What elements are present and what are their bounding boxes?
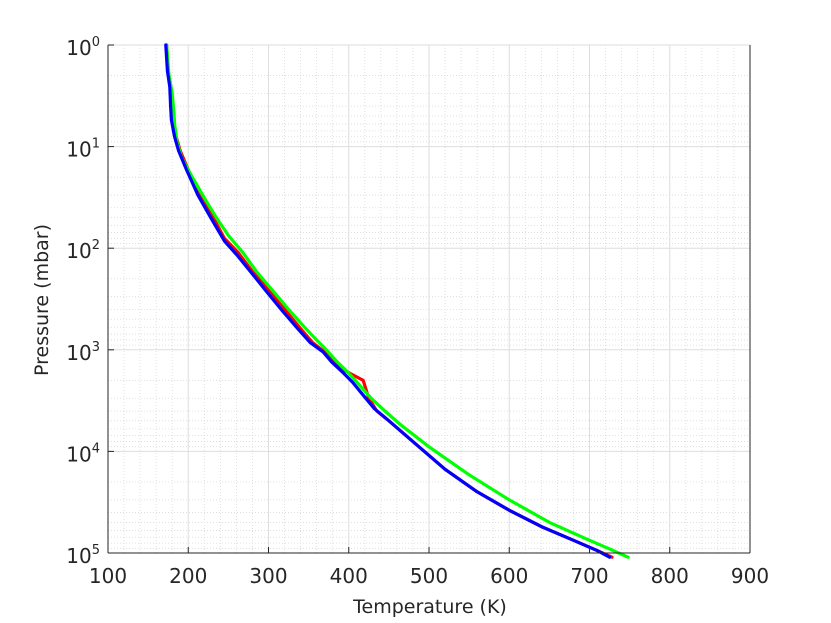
series-line-3	[164, 43, 612, 559]
y-tick-label: 101	[66, 137, 100, 162]
axes-layer	[107, 44, 751, 554]
y-tick-label: 100	[66, 35, 100, 60]
x-tick-label: 200	[169, 564, 207, 588]
x-axis-label: Temperature (K)	[352, 596, 507, 618]
x-tick-labels: 100 200 300 400 500 600 700 800 900	[89, 564, 769, 588]
x-tick-label: 400	[330, 564, 368, 588]
x-tick-label: 100	[89, 564, 127, 588]
x-tick-label: 800	[651, 564, 689, 588]
x-tick-label: 600	[490, 564, 528, 588]
x-tick-label: 300	[249, 564, 287, 588]
x-tick-label: 900	[731, 564, 769, 588]
y-tick-labels: 100 101 102 103 104 105	[66, 35, 100, 568]
y-tick-label: 105	[66, 543, 100, 568]
major-grid	[107, 44, 751, 554]
series-layer	[164, 43, 630, 559]
y-tick-label: 102	[66, 238, 100, 263]
x-tick-label: 700	[570, 564, 608, 588]
y-tick-label: 104	[66, 441, 100, 466]
y-tick-label: 103	[66, 340, 100, 365]
series-line-1	[165, 43, 614, 559]
y-axis-label: Pressure (mbar)	[31, 224, 53, 376]
x-tick-label: 500	[410, 564, 448, 588]
